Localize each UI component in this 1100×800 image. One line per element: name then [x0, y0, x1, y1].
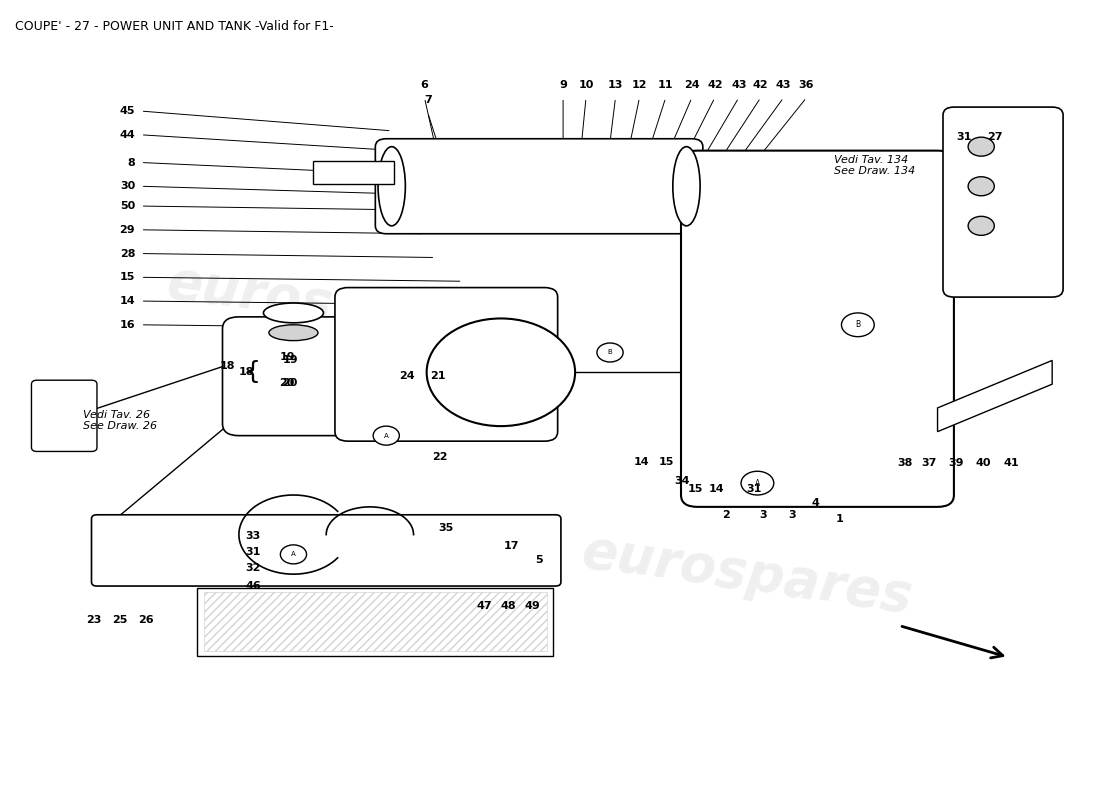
Text: 5: 5 — [536, 555, 543, 565]
Ellipse shape — [378, 146, 406, 226]
Text: 26: 26 — [139, 615, 154, 625]
Text: 8: 8 — [128, 158, 135, 167]
FancyBboxPatch shape — [943, 107, 1063, 297]
Text: 31: 31 — [747, 484, 762, 494]
Text: 46: 46 — [245, 581, 261, 591]
Text: 14: 14 — [708, 484, 724, 494]
Text: 11: 11 — [658, 80, 673, 90]
Text: 6: 6 — [420, 80, 428, 90]
Text: A: A — [755, 478, 760, 488]
Text: 4: 4 — [812, 498, 820, 508]
Text: 7: 7 — [424, 94, 431, 105]
Text: 29: 29 — [120, 225, 135, 234]
Text: 14: 14 — [120, 296, 135, 306]
Ellipse shape — [263, 303, 323, 323]
Text: 35: 35 — [439, 523, 454, 534]
Text: 43: 43 — [776, 80, 791, 90]
Text: 22: 22 — [432, 452, 448, 462]
Text: 25: 25 — [112, 615, 128, 625]
Text: 42: 42 — [707, 80, 723, 90]
FancyBboxPatch shape — [32, 380, 97, 451]
FancyBboxPatch shape — [681, 150, 954, 507]
Text: 38: 38 — [898, 458, 913, 468]
Ellipse shape — [268, 325, 318, 341]
Text: 31: 31 — [956, 132, 971, 142]
Text: 37: 37 — [921, 458, 936, 468]
Text: 43: 43 — [732, 80, 747, 90]
Text: 17: 17 — [504, 542, 519, 551]
Text: 19: 19 — [279, 352, 295, 362]
Text: 2: 2 — [723, 510, 730, 520]
Text: 33: 33 — [245, 531, 261, 541]
Circle shape — [280, 545, 307, 564]
Circle shape — [968, 216, 994, 235]
Text: Vedi Tav. 134
See Draw. 134: Vedi Tav. 134 See Draw. 134 — [834, 154, 915, 176]
Circle shape — [597, 343, 623, 362]
Text: COUPE' - 27 - POWER UNIT AND TANK -Valid for F1-: COUPE' - 27 - POWER UNIT AND TANK -Valid… — [15, 20, 333, 33]
Text: B: B — [856, 320, 860, 330]
Circle shape — [842, 313, 874, 337]
FancyBboxPatch shape — [334, 287, 558, 441]
Text: 34: 34 — [674, 476, 690, 486]
Text: {: { — [245, 359, 261, 383]
Text: 47: 47 — [476, 601, 493, 611]
Text: 28: 28 — [120, 249, 135, 258]
Text: 40: 40 — [976, 458, 991, 468]
Text: 32: 32 — [245, 563, 261, 573]
Circle shape — [427, 318, 575, 426]
Text: A: A — [384, 433, 388, 438]
Text: 18: 18 — [239, 366, 254, 377]
Text: 3: 3 — [788, 510, 795, 520]
Text: 20: 20 — [279, 378, 295, 387]
Text: A: A — [292, 551, 296, 558]
FancyBboxPatch shape — [314, 161, 394, 184]
Text: 30: 30 — [120, 182, 135, 191]
Text: 1: 1 — [836, 514, 844, 524]
Circle shape — [968, 177, 994, 196]
Text: 16: 16 — [120, 320, 135, 330]
Text: eurospares: eurospares — [578, 526, 915, 623]
Text: 42: 42 — [752, 80, 769, 90]
Text: eurospares: eurospares — [163, 256, 500, 354]
Text: 45: 45 — [120, 106, 135, 116]
Circle shape — [373, 426, 399, 445]
Polygon shape — [937, 361, 1053, 432]
Ellipse shape — [673, 146, 700, 226]
Text: 50: 50 — [120, 201, 135, 211]
Text: 24: 24 — [684, 80, 700, 90]
Text: 36: 36 — [799, 80, 814, 90]
FancyBboxPatch shape — [91, 514, 561, 586]
Text: 24: 24 — [399, 371, 415, 382]
FancyBboxPatch shape — [222, 317, 386, 436]
Text: 19: 19 — [283, 355, 298, 366]
Text: Vedi Tav. 26
See Draw. 26: Vedi Tav. 26 See Draw. 26 — [82, 410, 157, 431]
Text: 12: 12 — [631, 80, 647, 90]
FancyBboxPatch shape — [197, 588, 553, 656]
Text: 31: 31 — [245, 547, 261, 557]
Text: 15: 15 — [659, 457, 674, 466]
Text: 13: 13 — [608, 80, 624, 90]
Text: 39: 39 — [948, 458, 964, 468]
Text: 48: 48 — [500, 601, 516, 611]
Text: B: B — [607, 350, 613, 355]
Circle shape — [968, 137, 994, 156]
Text: 14: 14 — [634, 457, 650, 466]
Text: 15: 15 — [688, 484, 703, 494]
Text: 21: 21 — [430, 371, 446, 382]
Text: 9: 9 — [559, 80, 566, 90]
Text: 15: 15 — [120, 272, 135, 282]
Circle shape — [741, 471, 773, 495]
Text: 41: 41 — [1003, 458, 1019, 468]
Text: 20: 20 — [283, 378, 298, 387]
Text: 23: 23 — [86, 615, 101, 625]
Text: 27: 27 — [987, 132, 1002, 142]
Text: 10: 10 — [579, 80, 594, 90]
Text: 3: 3 — [760, 510, 767, 520]
FancyBboxPatch shape — [375, 138, 703, 234]
Text: 44: 44 — [120, 130, 135, 140]
Text: 18: 18 — [220, 361, 235, 371]
Text: 49: 49 — [525, 601, 540, 611]
